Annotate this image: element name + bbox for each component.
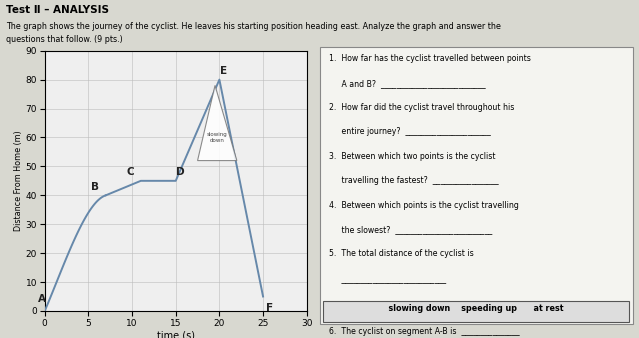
Text: The graph shows the journey of the cyclist. He leaves his starting position head: The graph shows the journey of the cycli…	[6, 22, 501, 31]
Text: ___________________________: ___________________________	[329, 274, 446, 283]
Text: B: B	[91, 182, 100, 192]
FancyBboxPatch shape	[323, 301, 629, 322]
Text: 6.  The cyclist on segment A-B is  _______________: 6. The cyclist on segment A-B is _______…	[329, 327, 520, 336]
FancyBboxPatch shape	[320, 47, 633, 324]
Text: 1.  How far has the cyclist travelled between points: 1. How far has the cyclist travelled bet…	[329, 54, 531, 63]
Y-axis label: Distance From Home (m): Distance From Home (m)	[14, 130, 23, 231]
Text: A and B?  ___________________________: A and B? ___________________________	[329, 79, 486, 88]
Text: 5.  The total distance of the cyclist is: 5. The total distance of the cyclist is	[329, 249, 473, 258]
Text: A: A	[38, 294, 46, 304]
Text: 2.  How far did the cyclist travel throughout his: 2. How far did the cyclist travel throug…	[329, 103, 514, 112]
Text: 3.  Between which two points is the cyclist: 3. Between which two points is the cycli…	[329, 152, 495, 161]
Text: D: D	[176, 167, 185, 177]
Text: slowing
down: slowing down	[206, 132, 227, 143]
Text: questions that follow. (9 pts.): questions that follow. (9 pts.)	[6, 35, 123, 45]
Text: C: C	[127, 167, 134, 177]
Text: entire journey?  ______________________: entire journey? ______________________	[329, 127, 491, 137]
Text: the slowest?  _________________________: the slowest? _________________________	[329, 225, 492, 234]
Text: E: E	[220, 66, 227, 76]
Text: F: F	[266, 303, 273, 313]
Text: travelling the fastest?  _________________: travelling the fastest? ________________…	[329, 176, 498, 185]
Text: Test Ⅱ – ANALYSIS: Test Ⅱ – ANALYSIS	[6, 5, 109, 15]
Text: 4.  Between which points is the cyclist travelling: 4. Between which points is the cyclist t…	[329, 200, 519, 210]
X-axis label: time (s): time (s)	[157, 330, 195, 338]
Text: slowing down    speeding up      at rest: slowing down speeding up at rest	[383, 304, 569, 313]
Polygon shape	[197, 86, 237, 161]
